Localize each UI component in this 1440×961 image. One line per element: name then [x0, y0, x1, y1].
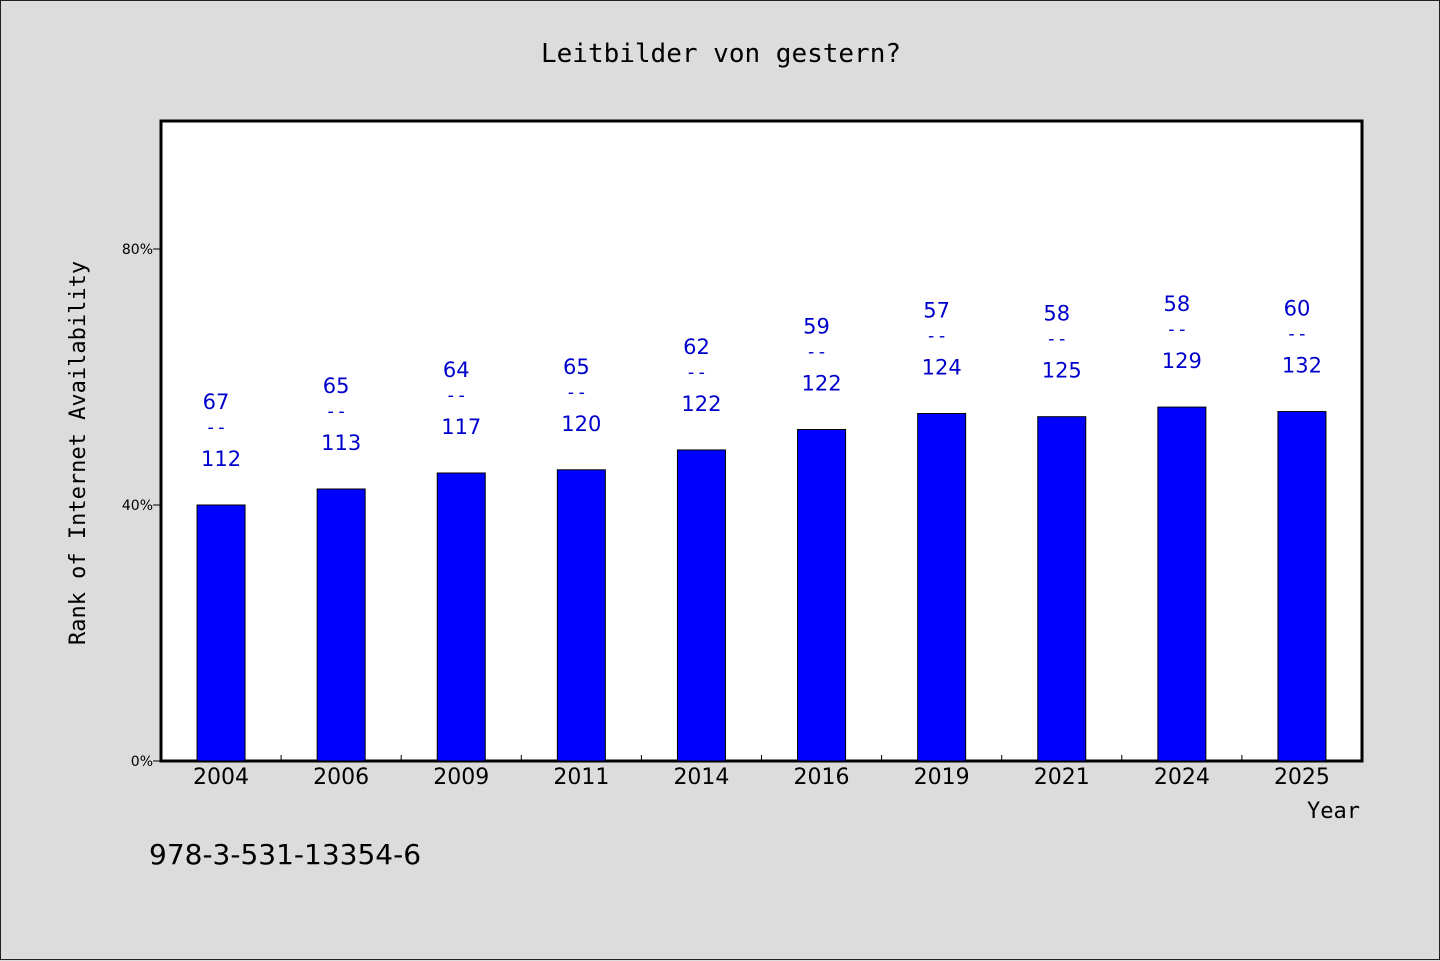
- bar-label-bottom: 129: [1162, 349, 1202, 373]
- bar: [196, 504, 246, 762]
- bar-label-bottom: 117: [441, 415, 481, 439]
- bar-label-bottom: 113: [321, 431, 361, 455]
- x-axis-ticks: 2004 2006 2009 2011 2014 2016 2019 2021 2024 2025: [193, 755, 1330, 790]
- bar-label-top: 58: [1043, 302, 1070, 326]
- bar-label-top: 57: [923, 298, 950, 322]
- bar-label-separator: --: [1286, 324, 1308, 345]
- x-tick-label: 2004: [193, 765, 249, 790]
- bar-label-top: 59: [803, 314, 830, 338]
- bar-label-separator: --: [926, 325, 948, 346]
- bar: [316, 488, 366, 762]
- bar: [676, 449, 726, 762]
- bar-label-bottom: 124: [922, 355, 962, 379]
- bar: [1277, 411, 1327, 762]
- bar-label-separator: --: [1046, 329, 1068, 350]
- bar-label-bottom: 125: [1042, 359, 1082, 383]
- bar: [797, 428, 847, 762]
- bar-label-separator: --: [566, 382, 588, 403]
- x-tick-label: 2024: [1154, 765, 1210, 790]
- x-tick-label: 2019: [914, 765, 970, 790]
- isbn-label: 978-3-531-13354-6: [149, 838, 421, 871]
- x-axis-label: Year: [1307, 799, 1360, 824]
- bar-label-separator: --: [686, 362, 708, 383]
- y-axis-label: Rank of Internet Availability: [66, 261, 91, 645]
- bars-group: [196, 406, 1327, 762]
- bar-label-top: 67: [203, 390, 230, 414]
- bar: [556, 469, 606, 762]
- bar-label-bottom: 122: [681, 392, 721, 416]
- bar-label-top: 65: [563, 355, 590, 379]
- bar: [436, 472, 486, 762]
- x-tick-label: 2021: [1034, 765, 1090, 790]
- bar-label-top: 65: [323, 374, 350, 398]
- x-tick-label: 2009: [433, 765, 489, 790]
- bar: [917, 412, 967, 762]
- bar-label-separator: --: [445, 385, 467, 406]
- x-tick-label: 2016: [794, 765, 850, 790]
- bar-label-bottom: 112: [201, 447, 241, 471]
- bar-label-separator: --: [205, 417, 227, 438]
- x-tick-label: 2006: [313, 765, 369, 790]
- bar-labels-group: 67 -- 112 65 -- 113 64 -- 117 65 -- 120 62 -- 122 59 -- 1…: [201, 292, 1322, 471]
- bar-label-bottom: 122: [802, 371, 842, 395]
- bar-label-separator: --: [325, 401, 347, 422]
- x-tick-label: 2014: [673, 765, 729, 790]
- bar-label-top: 58: [1163, 292, 1190, 316]
- bar-label-bottom: 132: [1282, 354, 1322, 378]
- chart-title: Leitbilder von gestern?: [541, 39, 901, 69]
- bar-label-top: 62: [683, 335, 710, 359]
- x-tick-label: 2025: [1274, 765, 1330, 790]
- bar-label-separator: --: [806, 341, 828, 362]
- y-axis-ticks: 0% 40% 80%: [122, 242, 161, 770]
- y-tick-label: 0%: [131, 754, 153, 770]
- bar-label-bottom: 120: [561, 412, 601, 436]
- y-tick-label: 40%: [122, 498, 153, 514]
- x-tick-label: 2011: [553, 765, 609, 790]
- bar-label-separator: --: [1166, 319, 1188, 340]
- bar-label-top: 64: [443, 358, 470, 382]
- bar: [1037, 416, 1087, 762]
- y-tick-label: 80%: [122, 242, 153, 258]
- bar: [1157, 406, 1207, 762]
- bar-label-top: 60: [1284, 297, 1311, 321]
